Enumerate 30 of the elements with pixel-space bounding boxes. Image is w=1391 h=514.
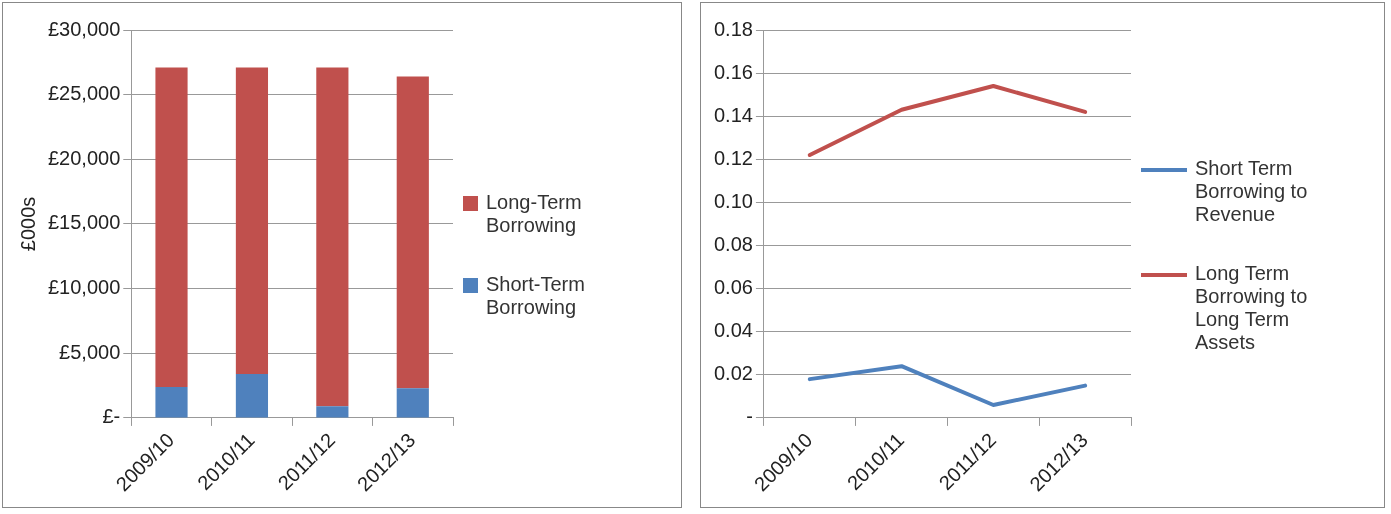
y-tick-label: 0.02 — [713, 362, 753, 385]
bar — [235, 373, 269, 418]
legend-label: Long-Term Borrowing — [486, 191, 583, 237]
bar — [316, 67, 349, 407]
y-tick-label: 0.04 — [713, 319, 753, 342]
y-tick-label: 0.14 — [713, 103, 753, 126]
bar — [235, 67, 269, 374]
y-tick-label: 0.08 — [713, 233, 753, 256]
y-axis-title: £000s — [16, 196, 39, 252]
y-tick-label: £5,000 — [59, 340, 121, 363]
y-tick-label: - — [746, 405, 753, 428]
legend-label: Short-Term Borrowing — [486, 273, 586, 319]
bar — [396, 388, 429, 418]
bar — [316, 406, 349, 418]
y-tick-label: 0.06 — [713, 276, 753, 299]
bar — [155, 67, 188, 387]
bar — [396, 76, 429, 389]
y-tick-label: 0.12 — [713, 146, 753, 169]
y-tick-label: £30,000 — [48, 17, 121, 40]
legend-label: Short Term Borrowing to Revenue — [1195, 156, 1309, 226]
y-tick-label: 0.18 — [713, 17, 753, 40]
y-tick-label: 0.16 — [713, 60, 753, 83]
y-tick-label: £10,000 — [48, 276, 121, 299]
y-tick-label: 0.10 — [713, 189, 753, 212]
y-tick-label: £20,000 — [48, 146, 121, 169]
y-tick-label: £25,000 — [48, 82, 121, 105]
bar — [155, 386, 188, 418]
y-tick-label: £- — [102, 405, 121, 428]
y-tick-label: £15,000 — [48, 211, 121, 234]
legend-label: Long Term Borrowing to Long Term Assets — [1195, 261, 1309, 354]
